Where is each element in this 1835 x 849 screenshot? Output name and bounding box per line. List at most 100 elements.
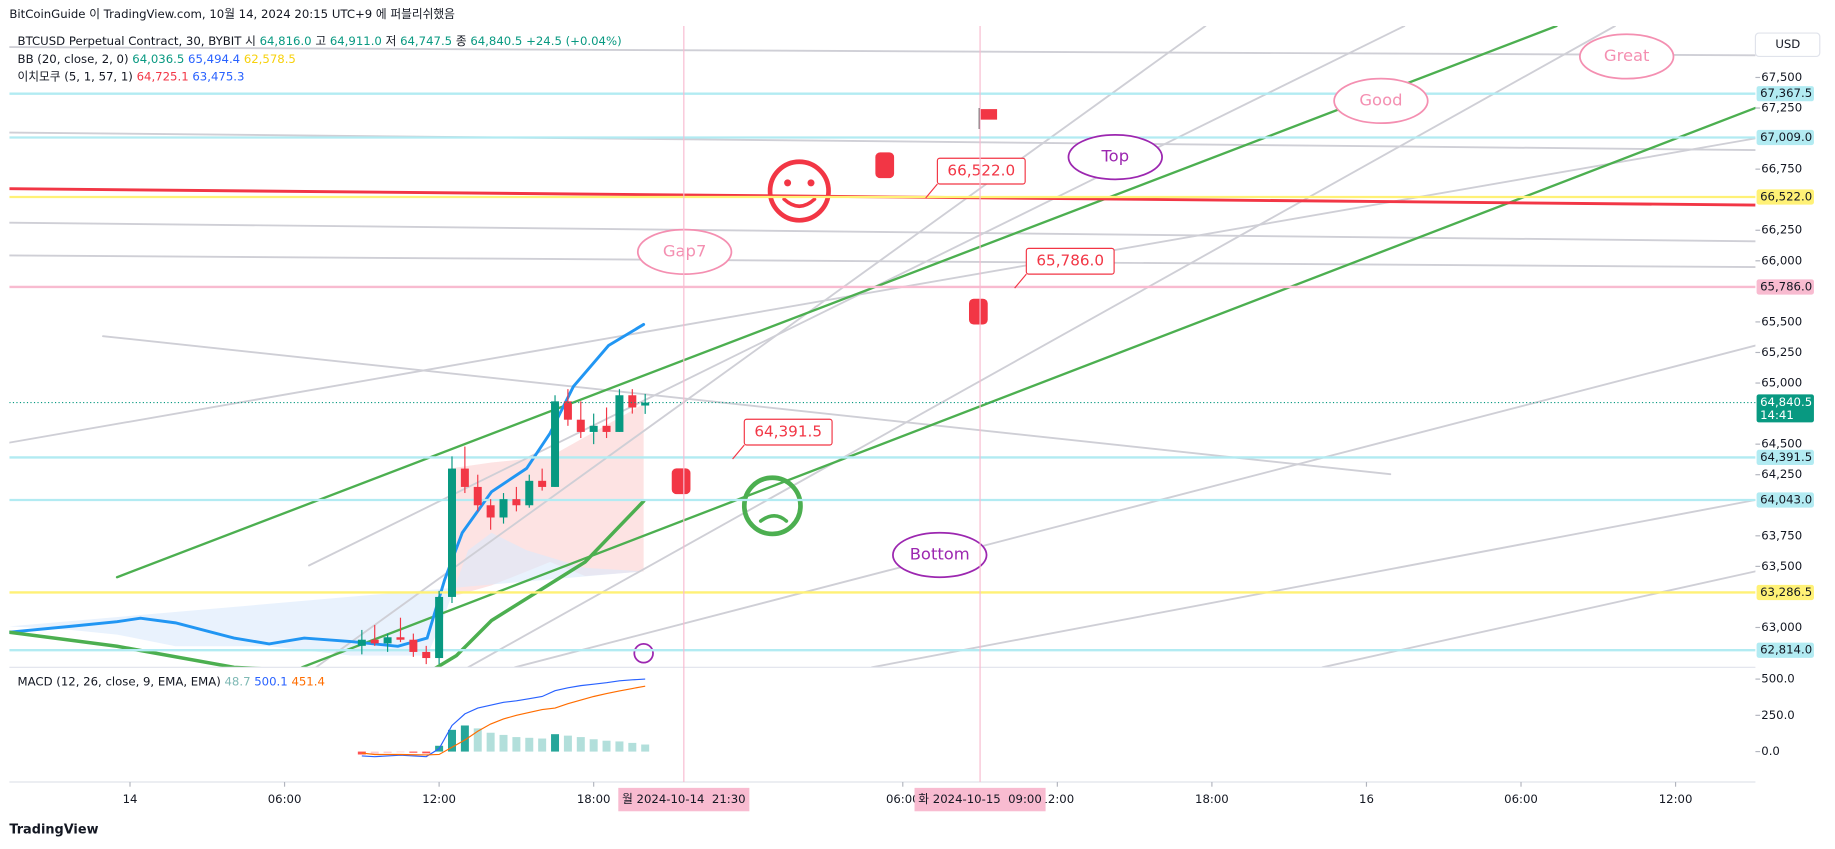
macd-histogram-bar bbox=[551, 734, 560, 752]
macd-macd-line bbox=[361, 678, 646, 758]
legend-item: 63,475.3 bbox=[192, 69, 244, 83]
legend-item: 64,036.5 bbox=[132, 51, 184, 65]
macd-histogram-bar bbox=[576, 737, 585, 752]
crosshair-badge bbox=[618, 787, 750, 812]
legend-item: 고 bbox=[315, 34, 326, 48]
y-tick-label: 67,500 bbox=[1761, 70, 1802, 84]
sad-face bbox=[741, 475, 803, 537]
currency-box[interactable] bbox=[1754, 32, 1821, 58]
hand-icon bbox=[968, 298, 988, 325]
price-badge bbox=[1756, 189, 1814, 205]
macd-histogram-bar bbox=[499, 734, 508, 752]
macd-histogram-bar bbox=[538, 738, 547, 752]
bubble-label: Gap7 bbox=[663, 241, 707, 260]
y-tick-label: 67,250 bbox=[1761, 101, 1802, 115]
price-badge bbox=[1756, 86, 1814, 102]
macd-histogram-bar bbox=[486, 732, 495, 752]
crosshair-label: 화 2024-10-15 09:00 bbox=[918, 792, 1042, 806]
callout-pointer bbox=[1014, 273, 1027, 289]
macd-histogram-bar bbox=[383, 751, 392, 754]
legend-item: 64,725.1 bbox=[137, 69, 189, 83]
y-tick-label: 65,250 bbox=[1761, 345, 1802, 359]
legend-item: 65,494.4 bbox=[188, 51, 240, 65]
legend-item: MACD (12, 26, close, 9, EMA, EMA) bbox=[18, 674, 221, 688]
bubble-label: Bottom bbox=[910, 544, 970, 563]
x-tick-label: 06:00 bbox=[886, 792, 920, 806]
callout-label: 64,391.5 bbox=[754, 423, 822, 441]
candle-body bbox=[525, 480, 534, 506]
bubble-label: Top bbox=[1100, 147, 1129, 166]
macd-signal-line bbox=[361, 685, 646, 756]
legend-line: MACD (12, 26, close, 9, EMA, EMA) 48.7 5… bbox=[18, 674, 325, 688]
candle-body bbox=[370, 639, 379, 644]
price-badge-label: 63,286.5 bbox=[1760, 585, 1812, 599]
y-tick-label: 66,000 bbox=[1761, 253, 1802, 267]
callout-box bbox=[743, 418, 833, 446]
macd-histogram-bar bbox=[628, 742, 637, 752]
price-badge bbox=[1756, 642, 1814, 658]
price-badge-label: 64,043.0 bbox=[1760, 493, 1812, 507]
macd-histogram-bar bbox=[422, 751, 431, 754]
legend-item: 64,747.5 bbox=[400, 34, 452, 48]
legend-item: 64,816.0 bbox=[260, 34, 312, 48]
legend-item: BB (20, close, 2, 0) bbox=[18, 51, 129, 65]
x-tick-label: 18:00 bbox=[1195, 792, 1229, 806]
legend-item: 500.1 bbox=[254, 674, 287, 688]
price-badge bbox=[1756, 584, 1814, 601]
price-badge-label: 66,522.0 bbox=[1760, 190, 1812, 204]
last-price-badge bbox=[1756, 394, 1814, 423]
candle-body bbox=[551, 401, 560, 487]
bubble bbox=[1333, 77, 1429, 125]
x-tick-label: 12:00 bbox=[1040, 792, 1074, 806]
candle-body bbox=[499, 499, 508, 518]
legend-line: BB (20, close, 2, 0) 64,036.5 65,494.4 6… bbox=[18, 51, 296, 65]
currency: USD bbox=[1775, 37, 1800, 51]
x-tick-label: 12:00 bbox=[1659, 792, 1693, 806]
candle-body bbox=[589, 425, 598, 432]
bb-upper bbox=[9, 322, 646, 648]
x-tick-label: 06:00 bbox=[268, 792, 302, 806]
legend-item: 451.4 bbox=[291, 674, 324, 688]
x-tick-label: 18:00 bbox=[577, 792, 611, 806]
macd-histogram-bar bbox=[396, 751, 405, 753]
price-badge bbox=[1756, 449, 1814, 466]
y-tick-label: 63,000 bbox=[1761, 620, 1802, 634]
price-pane: 66,522.0 65,786.0 64,391.5 Gap7 Good Great Top… bbox=[9, 33, 1756, 665]
macd-histogram-bar bbox=[370, 751, 379, 754]
x-tick-label: 16 bbox=[1359, 792, 1374, 806]
candle-body bbox=[460, 468, 469, 487]
band-fill bbox=[9, 532, 644, 656]
ichimoku bbox=[9, 499, 646, 668]
bubble-label: Good bbox=[1359, 90, 1402, 109]
legend-item: 저 bbox=[386, 34, 397, 48]
legend-line: 이치모쿠 (5, 1, 57, 1) 64,725.1 63,475.3 bbox=[18, 69, 245, 83]
macd-histogram-bar bbox=[409, 751, 418, 753]
candle-body bbox=[383, 637, 392, 644]
legend-item: BTCUSD Perpetual Contract, 30, BYBIT bbox=[18, 34, 243, 48]
bubble-label: Great bbox=[1604, 46, 1650, 65]
price-badge bbox=[1756, 279, 1814, 295]
candle-body bbox=[396, 637, 405, 640]
event-icon bbox=[633, 643, 654, 664]
bubble bbox=[892, 531, 988, 579]
price-badge-label: 62,814.0 bbox=[1760, 643, 1812, 657]
candle-body bbox=[563, 401, 572, 420]
channel bbox=[115, 26, 1756, 668]
callout-box bbox=[1025, 247, 1115, 275]
published: BitCoinGuide 이 TradingView.com, 10월 14, … bbox=[9, 7, 455, 21]
crosshair-badge bbox=[914, 787, 1046, 812]
callout-pointer bbox=[732, 444, 745, 460]
macd-histogram-bar bbox=[473, 728, 482, 752]
macd-histogram-bar bbox=[641, 744, 650, 752]
candle-body bbox=[473, 486, 482, 506]
bubble bbox=[1067, 133, 1163, 181]
smiley bbox=[767, 159, 831, 223]
legend-item: +24.5 (+0.04%) bbox=[526, 34, 622, 48]
legend-item: 62,578.5 bbox=[244, 51, 296, 65]
candle-body bbox=[486, 505, 495, 518]
callout-label: 65,786.0 bbox=[1036, 252, 1104, 270]
legend-item: 시 bbox=[245, 34, 256, 48]
callout-pointer bbox=[925, 183, 938, 199]
macd-histogram-bar bbox=[525, 737, 534, 752]
